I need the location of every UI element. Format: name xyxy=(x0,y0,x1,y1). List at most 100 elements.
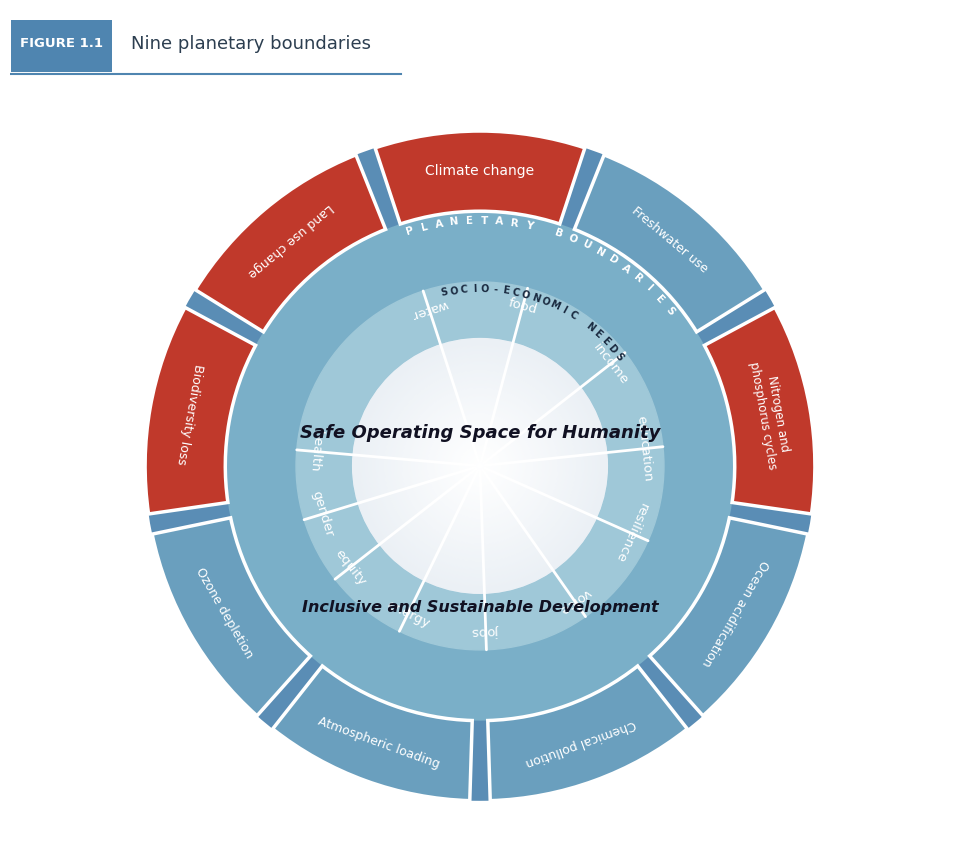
Circle shape xyxy=(373,360,587,572)
Text: jobs: jobs xyxy=(472,624,499,638)
Text: O: O xyxy=(567,232,579,245)
Circle shape xyxy=(434,420,526,512)
Wedge shape xyxy=(375,131,585,224)
Circle shape xyxy=(429,415,531,517)
Circle shape xyxy=(398,385,562,547)
Text: Atmospheric loading: Atmospheric loading xyxy=(317,715,442,771)
Circle shape xyxy=(362,349,598,583)
Text: S: S xyxy=(612,351,625,362)
Circle shape xyxy=(424,410,536,522)
Circle shape xyxy=(381,367,579,565)
Circle shape xyxy=(431,416,529,516)
Circle shape xyxy=(388,374,572,558)
Circle shape xyxy=(394,380,566,552)
Circle shape xyxy=(364,349,596,582)
Circle shape xyxy=(367,353,593,579)
Circle shape xyxy=(458,444,502,488)
Wedge shape xyxy=(705,308,815,514)
Text: N: N xyxy=(449,216,459,227)
Circle shape xyxy=(418,404,542,528)
Text: O: O xyxy=(449,286,459,297)
Circle shape xyxy=(369,354,591,577)
Wedge shape xyxy=(145,131,815,801)
Text: E: E xyxy=(592,328,604,340)
Circle shape xyxy=(446,432,514,499)
Text: FIGURE 1.1: FIGURE 1.1 xyxy=(20,37,104,50)
Text: O: O xyxy=(520,289,531,301)
Text: O: O xyxy=(540,295,551,308)
Circle shape xyxy=(393,378,567,554)
Circle shape xyxy=(477,463,483,469)
Text: health: health xyxy=(307,430,324,473)
FancyBboxPatch shape xyxy=(12,20,112,72)
Text: I: I xyxy=(560,305,568,315)
Circle shape xyxy=(385,371,575,561)
Circle shape xyxy=(441,427,519,505)
Text: E: E xyxy=(466,215,473,226)
Circle shape xyxy=(461,447,499,485)
Text: D: D xyxy=(606,343,619,355)
Text: N: N xyxy=(584,321,596,334)
Circle shape xyxy=(361,347,599,585)
Circle shape xyxy=(475,461,485,471)
Circle shape xyxy=(389,375,571,556)
Text: C: C xyxy=(511,287,520,298)
Circle shape xyxy=(421,407,539,525)
Text: Nine planetary boundaries: Nine planetary boundaries xyxy=(131,35,371,53)
Circle shape xyxy=(437,423,523,509)
Circle shape xyxy=(357,343,603,589)
Text: income: income xyxy=(590,341,631,388)
Circle shape xyxy=(436,421,524,510)
Text: C: C xyxy=(567,310,579,321)
Text: Biodiversity loss: Biodiversity loss xyxy=(175,364,204,466)
Text: energy: energy xyxy=(384,598,431,630)
Circle shape xyxy=(432,418,528,514)
Text: Y: Y xyxy=(525,220,535,232)
Circle shape xyxy=(442,427,518,504)
Wedge shape xyxy=(650,518,808,716)
Circle shape xyxy=(426,412,534,520)
Text: S: S xyxy=(663,304,676,316)
Text: Ozone depletion: Ozone depletion xyxy=(194,566,256,661)
Circle shape xyxy=(380,365,580,566)
Circle shape xyxy=(352,338,608,594)
Circle shape xyxy=(456,442,504,490)
Circle shape xyxy=(354,340,606,592)
Circle shape xyxy=(400,387,560,545)
Circle shape xyxy=(472,458,488,474)
Text: Land use change: Land use change xyxy=(246,201,336,280)
Text: E: E xyxy=(654,293,666,305)
Circle shape xyxy=(454,440,506,491)
Wedge shape xyxy=(145,308,255,514)
Text: U: U xyxy=(581,239,593,252)
Text: E: E xyxy=(501,286,510,296)
Wedge shape xyxy=(195,155,386,332)
Text: Safe Operating Space for Humanity: Safe Operating Space for Humanity xyxy=(300,424,660,442)
Circle shape xyxy=(352,338,608,594)
Circle shape xyxy=(296,282,664,650)
Circle shape xyxy=(468,453,492,478)
Wedge shape xyxy=(152,518,310,716)
Text: N: N xyxy=(530,292,541,304)
Circle shape xyxy=(410,396,550,536)
Text: Chemical pollution: Chemical pollution xyxy=(524,717,637,769)
Circle shape xyxy=(356,342,604,590)
Circle shape xyxy=(372,358,588,574)
Circle shape xyxy=(444,429,516,503)
Text: N: N xyxy=(594,246,607,259)
Circle shape xyxy=(371,356,589,576)
Circle shape xyxy=(470,456,490,476)
Circle shape xyxy=(439,425,521,507)
Text: water: water xyxy=(409,297,449,321)
Text: A: A xyxy=(495,216,504,226)
Circle shape xyxy=(375,361,585,571)
Text: I: I xyxy=(472,284,476,294)
Circle shape xyxy=(383,369,577,563)
Circle shape xyxy=(468,455,492,477)
Text: D: D xyxy=(607,254,620,266)
Text: voice: voice xyxy=(557,586,593,616)
Text: B: B xyxy=(554,227,564,240)
Circle shape xyxy=(397,383,563,549)
Text: C: C xyxy=(460,284,468,295)
Circle shape xyxy=(412,398,548,534)
